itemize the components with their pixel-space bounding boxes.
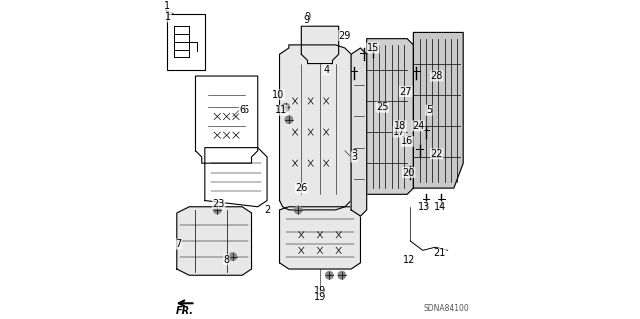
Text: 13: 13 xyxy=(418,202,431,212)
Polygon shape xyxy=(351,48,367,216)
Polygon shape xyxy=(301,26,339,63)
Circle shape xyxy=(338,271,346,279)
Polygon shape xyxy=(413,33,463,188)
Text: 16: 16 xyxy=(401,137,413,146)
Text: 29: 29 xyxy=(339,31,351,41)
Text: 9: 9 xyxy=(305,12,310,22)
Circle shape xyxy=(229,253,237,260)
Circle shape xyxy=(326,271,333,279)
Polygon shape xyxy=(367,39,413,194)
Circle shape xyxy=(282,103,289,111)
Text: 25: 25 xyxy=(376,102,388,112)
Text: 11: 11 xyxy=(275,105,287,115)
Bar xyxy=(168,14,205,70)
Text: 26: 26 xyxy=(295,183,307,193)
Text: 6: 6 xyxy=(239,105,245,115)
Text: 5: 5 xyxy=(426,105,432,115)
Text: 6: 6 xyxy=(242,105,248,115)
Text: 12: 12 xyxy=(403,255,415,265)
Text: 23: 23 xyxy=(212,199,225,209)
Circle shape xyxy=(285,116,292,123)
Polygon shape xyxy=(280,45,351,210)
Text: 8: 8 xyxy=(223,255,230,265)
Text: 14: 14 xyxy=(434,202,446,212)
Text: 1: 1 xyxy=(165,12,171,22)
Text: 3: 3 xyxy=(351,152,357,162)
Text: 22: 22 xyxy=(431,149,443,159)
Text: 4: 4 xyxy=(323,65,330,75)
Text: 2: 2 xyxy=(264,205,270,215)
Text: 19: 19 xyxy=(314,292,326,302)
Text: 27: 27 xyxy=(399,86,412,97)
Text: 18: 18 xyxy=(394,121,406,131)
Text: 10: 10 xyxy=(272,90,284,100)
Text: SDNA84100: SDNA84100 xyxy=(424,304,469,313)
Text: 7: 7 xyxy=(175,239,182,249)
Text: 17: 17 xyxy=(393,127,406,137)
Polygon shape xyxy=(177,207,252,275)
Text: 19: 19 xyxy=(314,286,326,296)
Text: FR.: FR. xyxy=(175,306,193,316)
Text: 1: 1 xyxy=(164,1,170,11)
Text: 28: 28 xyxy=(431,71,443,81)
Text: 9: 9 xyxy=(303,15,309,25)
Polygon shape xyxy=(280,207,360,269)
Text: 21: 21 xyxy=(434,249,446,258)
Text: 15: 15 xyxy=(367,43,379,53)
Text: 20: 20 xyxy=(403,167,415,177)
Text: 24: 24 xyxy=(412,121,424,131)
Circle shape xyxy=(214,206,221,214)
Text: 3: 3 xyxy=(351,149,357,159)
Circle shape xyxy=(294,206,302,214)
